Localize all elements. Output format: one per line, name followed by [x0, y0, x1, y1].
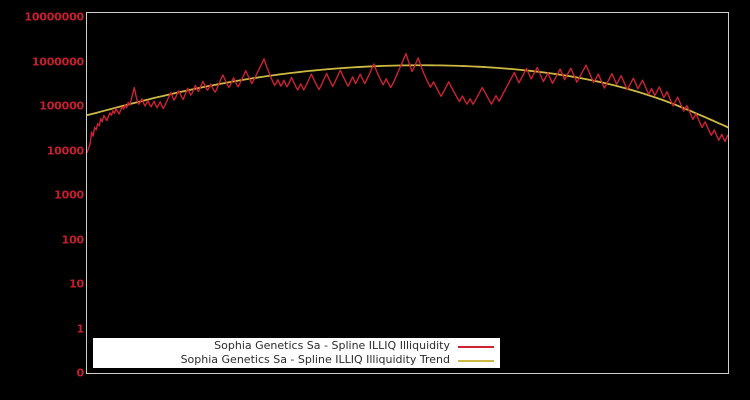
- y-axis-labels: 10000000 1000000 100000 10000 1000 100 10 1 0: [0, 0, 84, 400]
- legend-entry[interactable]: Sophia Genetics Sa - Spline ILLIQ Illiqu…: [93, 353, 494, 367]
- y-tick-label: 1000000: [31, 55, 84, 68]
- trend-line-path: [87, 64, 728, 129]
- y-tick-label: 1: [76, 322, 85, 335]
- y-tick-label: 10000: [46, 144, 84, 157]
- plot-area: [86, 12, 729, 374]
- chart-legend: Sophia Genetics Sa - Spline ILLIQ Illiqu…: [93, 338, 500, 368]
- y-tick-label: 0: [76, 366, 85, 380]
- y-tick-label: 100: [61, 233, 85, 246]
- legend-entry-label: Sophia Genetics Sa - Spline ILLIQ Illiqu…: [180, 353, 450, 366]
- y-tick-label: 1000: [54, 188, 84, 202]
- plot-svg: [87, 52, 728, 154]
- illiquidity-line-path: [87, 52, 728, 154]
- y-tick-label: 100000: [39, 99, 84, 113]
- y-tick-label: 10000000: [24, 10, 84, 24]
- legend-swatch-illiquidity-trend: [458, 355, 494, 366]
- y-tick-label: 10: [69, 277, 84, 291]
- legend-entry-label: Sophia Genetics Sa - Spline ILLIQ Illiqu…: [214, 339, 450, 352]
- legend-entry[interactable]: Sophia Genetics Sa - Spline ILLIQ Illiqu…: [93, 339, 494, 353]
- legend-swatch-illiquidity: [458, 341, 494, 352]
